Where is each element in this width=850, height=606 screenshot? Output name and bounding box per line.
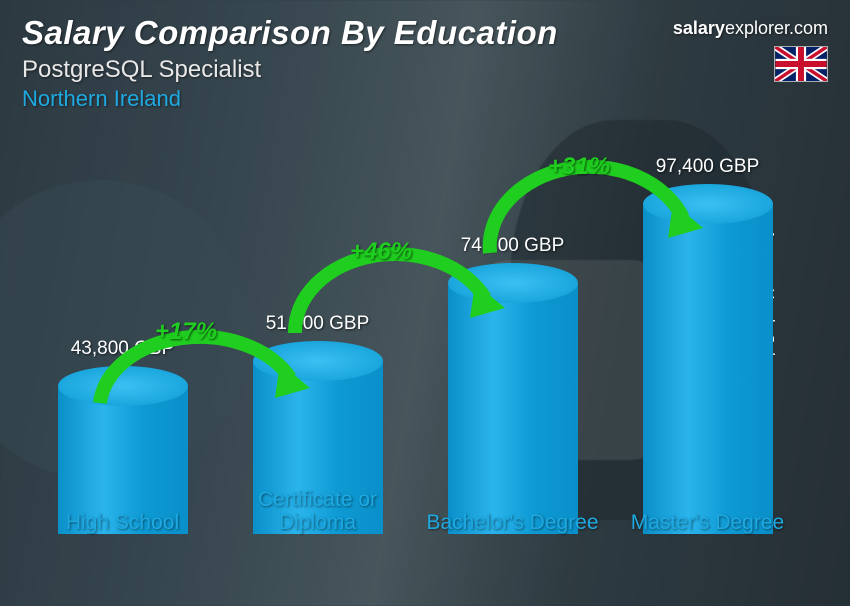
increase-badge: +17% bbox=[155, 318, 217, 346]
bar-category-label: High School bbox=[35, 511, 210, 534]
increase-badge: +31% bbox=[548, 153, 610, 181]
bar-category-label: Bachelor's Degree bbox=[425, 511, 600, 534]
bar-category-label: Certificate or Diploma bbox=[230, 488, 405, 534]
increase-badge: +46% bbox=[350, 238, 412, 266]
brand-bold: salary bbox=[673, 18, 725, 38]
brand-rest: explorer.com bbox=[725, 18, 828, 38]
uk-flag-icon bbox=[774, 46, 828, 82]
bar-chart: 43,800 GBP High School 51,000 GBP Certif… bbox=[30, 118, 810, 588]
brand-label: salaryexplorer.com bbox=[673, 18, 828, 39]
bar-category-label: Master's Degree bbox=[620, 511, 795, 534]
chart-subtitle: PostgreSQL Specialist bbox=[22, 56, 828, 84]
chart-location: Northern Ireland bbox=[22, 86, 828, 112]
